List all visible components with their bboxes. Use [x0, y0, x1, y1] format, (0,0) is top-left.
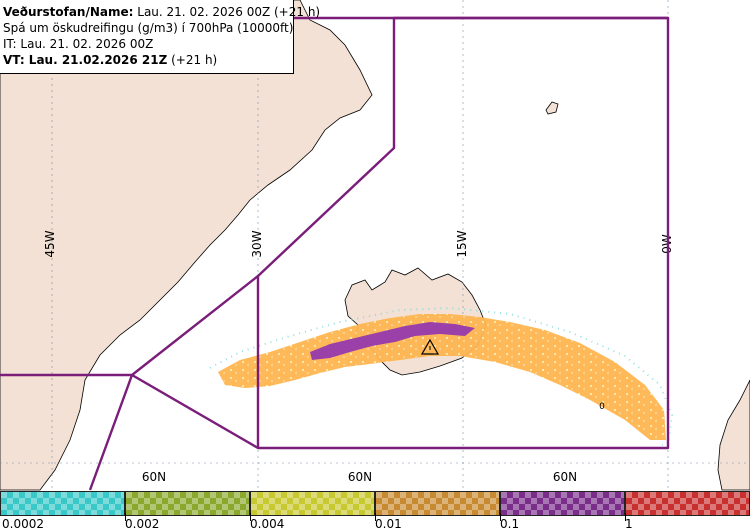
small-island	[545, 101, 559, 115]
forecast-info-box: Veðurstofan/Name: Lau. 21. 02. 2026 00Z …	[0, 0, 320, 74]
legend-tick-0.1: 0.1	[500, 517, 520, 531]
legend-swatch-4	[375, 491, 500, 516]
legend-swatch-3	[250, 491, 375, 516]
legend-tick-0.002: 0.002	[125, 517, 160, 531]
map-small-label: 0	[599, 402, 605, 412]
info-name-value: Lau. 21. 02. 2026 00Z (+21 h)	[137, 5, 321, 19]
volcano-marker	[420, 338, 440, 355]
legend-tickmark	[125, 513, 126, 521]
lon-label-45w: 45W	[43, 230, 57, 257]
info-vt-bold: VT: Lau. 21.02.2026 21Z	[3, 53, 168, 67]
legend-tick-0.004: 0.004	[250, 517, 285, 531]
lon-label-30w: 30W	[250, 230, 264, 257]
ash-plume-fringe	[209, 306, 674, 446]
legend-swatch-6	[625, 491, 750, 516]
lat-label-60n-a: 60N	[142, 470, 166, 484]
info-name-label: Veðurstofan/Name:	[3, 5, 134, 19]
legend-tick-0.01: 0.01	[375, 517, 402, 531]
info-line-name: Veðurstofan/Name: Lau. 21. 02. 2026 00Z …	[3, 4, 320, 20]
legend-tickmark	[375, 513, 376, 521]
info-vt-rest: (+21 h)	[167, 53, 218, 67]
legend-swatch-2	[125, 491, 250, 516]
color-legend: 0.0002 0.002 0.004 0.01 0.1 1	[0, 491, 750, 532]
info-line-description: Spá um öskudreifingu (g/m3) í 700hPa (10…	[3, 21, 294, 35]
lat-label-60n-b: 60N	[348, 470, 372, 484]
legend-tick-0.0002: 0.0002	[2, 517, 44, 531]
legend-tick-1: 1	[625, 517, 633, 531]
legend-swatch-1	[0, 491, 125, 516]
lat-label-60n-c: 60N	[553, 470, 577, 484]
legend-tickmark	[250, 513, 251, 521]
lon-label-15w: 15W	[455, 230, 469, 257]
info-line-vt: VT: Lau. 21.02.2026 21Z (+21 h)	[3, 52, 293, 68]
info-line-it: IT: Lau. 21. 02. 2026 00Z	[3, 37, 154, 51]
legend-tickmark	[625, 513, 626, 521]
ash-plume-dark	[310, 322, 475, 360]
legend-tickmark	[500, 513, 501, 521]
legend-swatch-5	[500, 491, 625, 516]
norway-edge	[717, 379, 750, 491]
region-boundary	[0, 16, 670, 491]
greenland-landmass	[0, 0, 373, 491]
